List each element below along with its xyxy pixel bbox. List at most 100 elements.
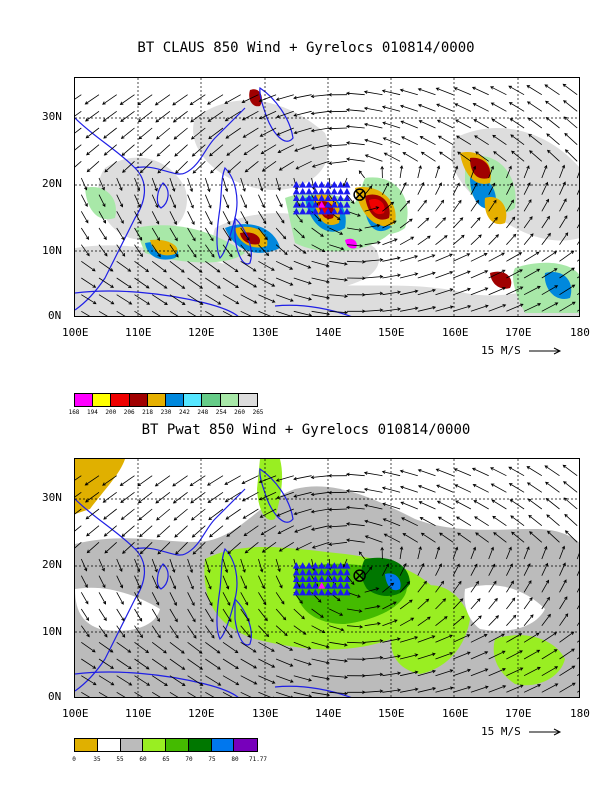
wind-arrow (401, 517, 418, 527)
wind-arrow (151, 194, 159, 209)
wind-arrow (526, 466, 543, 477)
gyre-triangle (299, 207, 307, 215)
wind-arrow (399, 563, 407, 576)
wind-arrow (380, 546, 384, 560)
wind-arrow (399, 617, 415, 627)
gyre-triangle (292, 568, 300, 576)
wind-arrow (470, 304, 489, 312)
p2-lon-110E: 110E (125, 707, 152, 720)
gyre-triangle (305, 201, 313, 208)
wind-arrow (364, 223, 381, 229)
wind-arrow (506, 165, 512, 179)
wind-arrow (488, 668, 506, 677)
wind-arrow (293, 94, 312, 100)
wind-arrow (576, 171, 579, 179)
wind-arrow (506, 252, 523, 262)
wind-arrow (470, 598, 481, 610)
wind-arrow (541, 215, 550, 229)
wind-arrow (134, 641, 150, 654)
wind-arrow (452, 598, 464, 610)
wind-arrow (102, 491, 117, 503)
wind-arrow (222, 575, 230, 590)
colorbar-label: 55 (116, 756, 124, 763)
wind-arrow (491, 118, 507, 129)
colorbar-label: 248 (197, 409, 209, 416)
wind-arrow (576, 189, 579, 195)
wind-arrow (169, 194, 177, 209)
wind-arrow (523, 182, 531, 195)
wind-arrow (329, 277, 348, 282)
wind-arrow (576, 224, 579, 229)
gyre-triangle (305, 568, 313, 576)
wind-arrow (381, 105, 401, 112)
wind-arrow (240, 227, 250, 241)
wind-arrow (151, 658, 168, 670)
wind-arrow (439, 151, 454, 162)
wind-arrow (382, 273, 401, 279)
wind-arrow (400, 120, 418, 129)
wind-arrow (81, 277, 97, 288)
panel2-title: BT Pwat 850 Wind + Gyrelocs 010814/0000 (141, 422, 471, 438)
wind-arrow (417, 306, 437, 312)
wind-arrow (293, 625, 307, 635)
wind-arrow (116, 658, 132, 670)
wind-arrow (435, 580, 445, 593)
p1-lon-100E: 100E (62, 326, 89, 339)
wind-arrow (576, 552, 579, 560)
wind-arrow (204, 625, 215, 639)
wind-arrow (382, 637, 401, 643)
p1-lon-130E: 130E (252, 326, 279, 339)
wind-arrow (240, 592, 249, 606)
wind-arrow (169, 244, 179, 258)
wind-arrow (134, 310, 143, 316)
wind-arrow (295, 541, 312, 551)
wind-arrow (204, 227, 214, 242)
p2-lon-120E: 120E (188, 707, 215, 720)
wind-arrow (311, 160, 330, 168)
wind-arrow (187, 608, 196, 623)
gyre-triangle (318, 181, 326, 188)
wind-arrow (541, 579, 550, 593)
colorbar-swatch (120, 739, 144, 751)
wind-arrow (345, 472, 365, 477)
wind-arrow (364, 689, 384, 693)
wind-arrow (559, 648, 575, 660)
wind-arrow (470, 182, 478, 195)
wind-arrow (190, 127, 206, 140)
wind-arrow (205, 641, 221, 654)
wind-arrow (470, 633, 488, 643)
wind-arrow (311, 277, 330, 284)
wind-arrow (382, 121, 401, 129)
wind-arrow (169, 608, 178, 623)
p2-lat-30N: 30N (42, 491, 62, 504)
wind-arrow (98, 691, 108, 697)
wind-arrow (222, 675, 240, 686)
wind-arrow (417, 485, 436, 493)
wind-arrow (187, 691, 197, 697)
wind-arrow (208, 127, 224, 140)
wind-arrow (139, 161, 153, 174)
wind-arrow (311, 294, 331, 300)
gyre-circle (353, 569, 366, 582)
p1-lon-110E: 110E (125, 326, 152, 339)
wind-arrow (134, 675, 151, 686)
wind-arrow (364, 672, 384, 677)
wind-arrow (187, 310, 197, 316)
wind-arrow (169, 211, 177, 225)
wind-arrow (401, 136, 418, 146)
wind-arrow (453, 651, 471, 660)
wind-arrow (244, 160, 259, 173)
wind-arrow (541, 181, 549, 195)
p1-lon-160E: 160E (442, 326, 469, 339)
wind-arrow (488, 580, 497, 593)
wind-arrow (506, 546, 512, 560)
wind-arrow (470, 685, 489, 693)
wind-arrow (488, 685, 507, 693)
gyre-triangle (305, 207, 313, 215)
wind-arrow (506, 650, 523, 660)
wind-arrow (293, 508, 312, 516)
wind-arrow (490, 483, 507, 493)
wind-arrow (172, 491, 188, 504)
wind-arrow (311, 608, 324, 618)
wind-arrow (98, 310, 108, 316)
